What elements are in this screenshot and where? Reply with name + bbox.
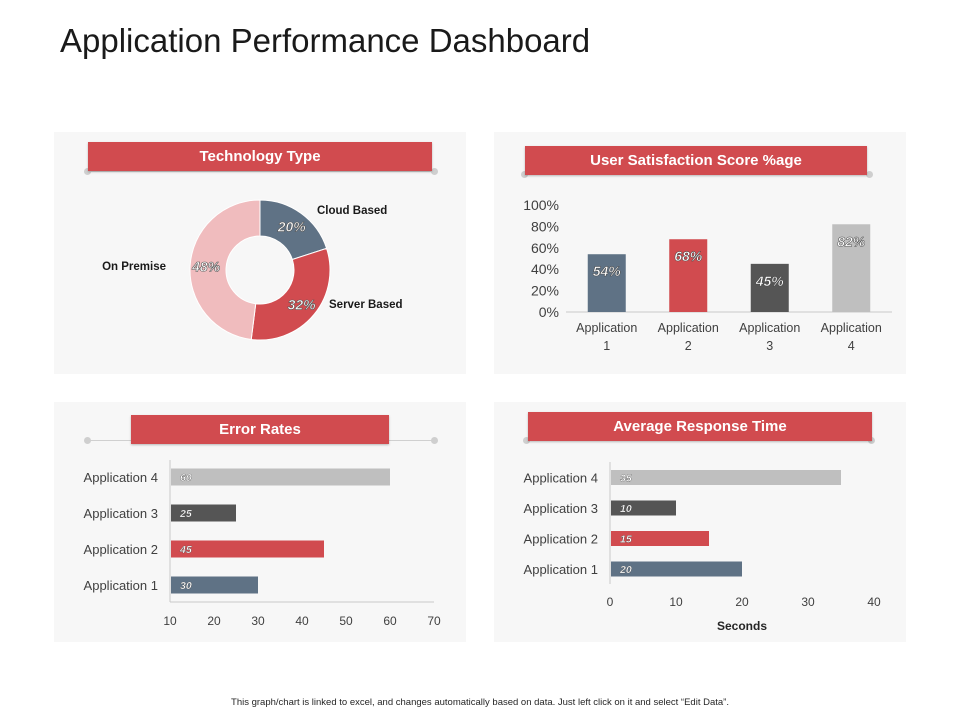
x-tick-label: Application — [821, 321, 882, 335]
y-tick-label: Application 4 — [84, 470, 158, 485]
x-tick-label: Application — [658, 321, 719, 335]
error-bar — [611, 500, 676, 516]
satisfaction-bar — [587, 254, 626, 312]
donut-value-label: 20% — [277, 218, 307, 234]
error-bar — [611, 470, 841, 485]
user-satisfaction-panel: User Satisfaction Score %age 0% 20% 40% 60%… — [494, 132, 906, 374]
x-tick-label: 2 — [685, 339, 692, 353]
x-tick-label: 10 — [163, 614, 177, 628]
error-bar — [171, 468, 390, 486]
x-tick-label: Application — [576, 321, 637, 335]
divider-dot — [866, 171, 873, 178]
y-tick-label: 0% — [539, 304, 559, 320]
y-tick-label: Application 1 — [84, 578, 158, 593]
divider-dot — [431, 168, 438, 175]
x-tick-label: 40 — [867, 595, 881, 609]
bar-value-label: 45% — [755, 273, 785, 289]
divider-dot — [523, 437, 530, 444]
y-tick-label: 100% — [523, 197, 559, 213]
satisfaction-bar-chart: 0% 20% 40% 60% 80% 100% 54% Application 1 68% Appl… — [523, 197, 892, 353]
satisfaction-bar — [750, 263, 789, 312]
bar-value-label: 15 — [620, 534, 632, 546]
y-tick-label: Application 4 — [524, 471, 598, 486]
satisfaction-bar — [669, 239, 708, 312]
bar-value-label: 25 — [179, 508, 192, 520]
error-rates-bar-chart: 10 20 30 40 50 60 70 30 Application 1 45 Applicati… — [84, 460, 441, 628]
error-bar — [171, 576, 258, 594]
error-bar — [171, 504, 236, 522]
y-tick-label: Application 1 — [524, 562, 598, 577]
technology-type-panel: Technology Type 20% Cloud Based 32% Server … — [54, 132, 466, 374]
x-tick-label: Application — [739, 321, 800, 335]
page-title: Application Performance Dashboard — [60, 22, 591, 59]
x-tick-label: 10 — [669, 595, 683, 609]
donut-category-label: Cloud Based — [317, 205, 387, 217]
technology-donut-chart: 20% Cloud Based 32% Server Based 48% On Premi… — [102, 199, 403, 341]
x-tick-label: 60 — [383, 614, 397, 628]
bar-value-label: 45 — [179, 544, 192, 556]
x-tick-label: 3 — [766, 339, 773, 353]
x-tick-label: 4 — [848, 339, 855, 353]
y-tick-label: 40% — [531, 261, 559, 277]
x-tick-label: 70 — [427, 614, 441, 628]
y-tick-label: Application 2 — [84, 542, 158, 557]
error-bar — [611, 531, 709, 546]
x-tick-label: 30 — [801, 595, 815, 609]
x-tick-label: 40 — [295, 614, 309, 628]
bar-value-label: 54% — [593, 263, 622, 279]
header-divider — [87, 171, 437, 172]
x-tick-label: 50 — [339, 614, 353, 628]
donut-value-label: 32% — [288, 296, 317, 312]
y-tick-label: 20% — [531, 283, 559, 299]
bar-value-label: 82% — [837, 233, 866, 249]
response-time-panel: Average Response Time 0 10 20 30 40 20 Applica… — [494, 402, 906, 642]
bar-value-label: 10 — [620, 503, 632, 515]
x-tick-label: 1 — [603, 339, 610, 353]
donut-slice-server-based — [250, 247, 331, 341]
response-time-title: Average Response Time — [528, 412, 872, 441]
divider-dot — [84, 437, 91, 444]
donut-slice-on-premise — [189, 199, 261, 341]
y-tick-label: Application 2 — [524, 532, 598, 547]
error-bar — [171, 540, 324, 558]
x-tick-label: 0 — [607, 595, 614, 609]
response-time-bar-chart: 0 10 20 30 40 20 Application 1 15 Application 2 1… — [524, 462, 881, 633]
error-rates-title: Error Rates — [131, 415, 389, 444]
y-tick-label: 60% — [531, 240, 559, 256]
technology-type-title: Technology Type — [88, 142, 432, 171]
x-tick-label: 20 — [207, 614, 221, 628]
footer-note: This graph/chart is linked to excel, and… — [231, 697, 729, 708]
donut-category-label: On Premise — [102, 261, 166, 273]
donut-value-label: 48% — [191, 259, 221, 275]
y-tick-label: Application 3 — [524, 501, 598, 516]
bar-value-label: 35 — [620, 473, 632, 485]
error-rates-panel: Error Rates 10 20 30 40 50 60 70 30 Application … — [54, 402, 466, 642]
satisfaction-bar — [832, 224, 871, 312]
bar-value-label: 20 — [619, 564, 632, 576]
divider-dot — [431, 437, 438, 444]
x-tick-label: 30 — [251, 614, 265, 628]
bar-value-label: 60 — [180, 472, 192, 484]
donut-category-label: Server Based — [329, 299, 403, 311]
user-satisfaction-title: User Satisfaction Score %age — [525, 146, 867, 175]
x-tick-label: 20 — [735, 595, 749, 609]
x-axis-title: Seconds — [717, 619, 767, 633]
divider-dot — [521, 171, 528, 178]
divider-dot — [84, 168, 91, 175]
bar-value-label: 68% — [674, 248, 703, 264]
y-tick-label: Application 3 — [84, 506, 158, 521]
bar-value-label: 30 — [180, 580, 192, 592]
error-bar — [611, 561, 742, 577]
y-tick-label: 80% — [531, 218, 559, 234]
